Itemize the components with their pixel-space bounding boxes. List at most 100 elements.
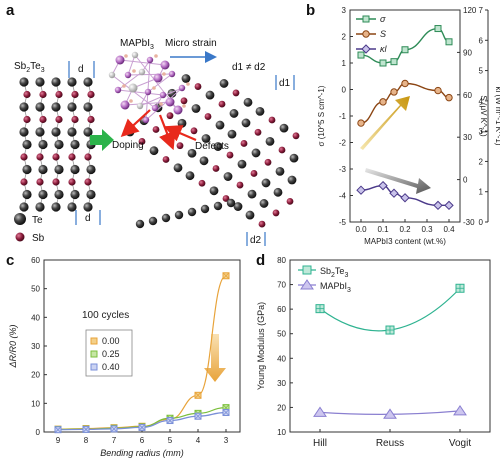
x-tick-label: 5	[168, 436, 173, 445]
y-tick-label: 30	[31, 342, 40, 351]
x-tick-label: 0.4	[443, 225, 455, 234]
y-right1-tick-label: 60	[463, 91, 472, 100]
y-right2-tick-label: 3	[479, 127, 484, 136]
x-tick-label: 9	[56, 436, 61, 445]
y-tick-label: 50	[31, 285, 40, 294]
panel-label-a: a	[6, 2, 15, 19]
y-tick-label: 40	[31, 313, 40, 322]
legend-entry: 0.25	[102, 349, 120, 359]
legend-marker	[90, 363, 98, 371]
y-tick-label: 10	[31, 399, 40, 408]
y-left-tick-label: 0	[342, 86, 347, 95]
legend-te: Te	[32, 215, 43, 226]
x-tick-label: 0.2	[399, 225, 411, 234]
y-tick-label: 70	[277, 281, 286, 290]
y-left-tick-label: -2	[339, 139, 347, 148]
legend-entry: MAPbI3	[320, 281, 351, 294]
y-right1-tick-label: 0	[463, 176, 468, 185]
y-tick-label: 30	[277, 379, 286, 388]
y-tick-label: 20	[31, 371, 40, 380]
doping-arrow	[120, 109, 151, 137]
mapbi3-point	[453, 404, 467, 416]
mapbi3-point	[313, 406, 327, 417]
pristine-lattice	[19, 77, 96, 212]
x-axis-label: Bending radius (mm)	[100, 448, 184, 458]
legend-entry: S	[380, 29, 386, 39]
legend-marker	[90, 337, 98, 345]
y-right2-axis-label: κl (W m^-1 K^-1)	[494, 86, 500, 145]
y-tick-label: 10	[277, 428, 286, 437]
y-tick-label: 40	[277, 354, 286, 363]
y-tick-label: 60	[31, 256, 40, 265]
y-left-tick-label: -3	[339, 165, 347, 174]
y-left-tick-label: -1	[339, 112, 347, 121]
legend-marker	[362, 30, 370, 38]
x-tick-label: 3	[224, 436, 229, 445]
doping-label: Doping	[112, 140, 144, 151]
y-tick-label: 0	[36, 428, 41, 437]
y-right1-axis-label: S (μV K^-1)	[479, 95, 488, 137]
legend-entry: 0.00	[102, 336, 120, 346]
sigma-point	[434, 25, 442, 33]
y-tick-label: 80	[277, 256, 286, 265]
d1-label: d1	[279, 78, 291, 89]
y-right2-tick-label: 1	[479, 188, 484, 197]
x-axis-label: MAPbI3 content (wt.%)	[364, 237, 446, 246]
y-left-tick-label: -5	[339, 218, 347, 227]
kappa-point	[400, 193, 410, 203]
trend-arrow-up	[360, 96, 410, 150]
x-tick-label: 6	[140, 436, 145, 445]
d-relation-label: d1 ≠ d2	[232, 62, 266, 73]
x-tick-label: 4	[196, 436, 201, 445]
defects-label: Defects	[195, 141, 229, 152]
annotation-100-cycles: 100 cycles	[82, 310, 129, 321]
legend-marker	[90, 350, 98, 358]
young-modulus-chart: 10 20 30 40 50 60 70 80 Hill Reuss Vogit Young Modu…	[256, 256, 491, 449]
mapbi3-point	[383, 408, 397, 419]
crystal-schematic: Sb2Te3 MAPbI3 d d Micro strain d1 ≠ d2 d…	[14, 38, 300, 246]
bending-chart: 0 10 20 30 40 50 60 9 8 7 6 5 4 3 Bending radius (mm) Δ…	[8, 256, 241, 458]
d-label-bottom: d	[85, 213, 91, 224]
seebeck-point	[379, 98, 387, 106]
sigma-point	[445, 38, 453, 46]
x-tick-label: 0.3	[421, 225, 433, 234]
y-left-tick-label: 2	[342, 33, 347, 42]
y-right1-tick-label: 120	[463, 6, 477, 15]
decrease-arrow	[204, 334, 226, 382]
d2-label: d2	[250, 235, 262, 246]
y-tick-label: 20	[277, 403, 286, 412]
transform-arrow	[90, 129, 114, 151]
y-right2-tick-label: 0	[479, 218, 484, 227]
legend-marker	[302, 265, 312, 275]
seebeck-point	[390, 88, 398, 96]
x-tick-label: 8	[84, 436, 89, 445]
y-axis-label: ΔR/R0 (%)	[8, 324, 18, 368]
legend-entry: 0.40	[102, 362, 120, 372]
seebeck-point	[445, 93, 453, 102]
legend-entry: κl	[380, 44, 388, 54]
x-tick-label: 7	[112, 436, 117, 445]
kappa-point	[356, 185, 366, 195]
kappa-point	[389, 188, 399, 198]
legend-marker	[362, 15, 370, 23]
trend-arrow-down	[365, 168, 431, 194]
y-tick-label: 50	[277, 330, 286, 339]
mapbi3-label: MAPbI3	[120, 38, 154, 51]
y-left-tick-label: -4	[339, 192, 347, 201]
y-axis-label: Young Modulus (GPa)	[256, 302, 266, 390]
x-tick-label: Hill	[313, 438, 327, 449]
x-tick-label: Reuss	[376, 438, 404, 449]
thermoelectric-chart: -5 -4 -3 -2 -1 0 1 2 3 -30 0 30 60 90 120 0 1 2 3 4 5 6 7 0.0 0.…	[317, 6, 500, 246]
mapbi3-cluster	[108, 51, 190, 124]
sigma-point	[379, 59, 387, 67]
d-label-top: d	[78, 64, 84, 75]
y-right2-tick-label: 6	[479, 36, 484, 45]
kappa-point	[433, 200, 443, 211]
defects-arrow-2	[163, 125, 197, 142]
series-line-0	[57, 275, 227, 430]
sb2te3-label: Sb2Te3	[14, 61, 45, 74]
legend-sb: Sb	[32, 233, 45, 244]
y-right1-tick-label: 30	[463, 133, 472, 142]
seebeck-point	[434, 86, 442, 95]
y-left-tick-label: 3	[342, 6, 347, 15]
